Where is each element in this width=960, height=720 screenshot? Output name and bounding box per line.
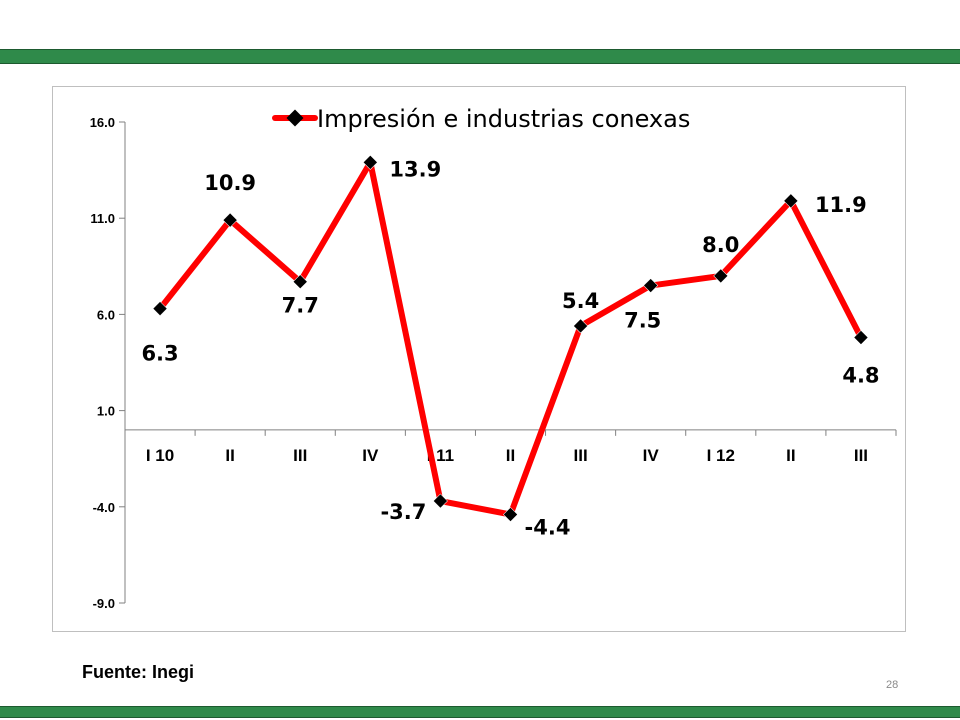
- data-point-marker: [503, 507, 518, 522]
- data-label: 4.8: [842, 363, 879, 387]
- y-tick-label: -9.0: [93, 596, 115, 611]
- data-point-marker: [362, 154, 378, 170]
- data-point-marker: [853, 330, 869, 345]
- x-tick-label: IV: [362, 446, 379, 465]
- chart-axes: 16.011.06.01.0-4.0-9.0I 10 II III IV I 11 II I…: [90, 115, 897, 611]
- legend-label: Impresión e industrias conexas: [317, 105, 690, 133]
- data-point-marker: [713, 268, 729, 284]
- data-point-marker: [783, 193, 799, 209]
- data-label: -4.4: [525, 515, 571, 539]
- chart-data-labels: 6.3 10.9 7.7 13.9 -3.7 -4.4 5.4 7.5 8.0 11.9 4.8: [141, 157, 879, 539]
- x-tick-label: III: [854, 446, 868, 465]
- x-tick-label: II: [786, 446, 795, 465]
- data-label: 5.4: [562, 289, 599, 313]
- source-note: Fuente: Inegi: [82, 662, 194, 682]
- x-tick-label: IV: [643, 446, 660, 465]
- data-label: 11.9: [815, 193, 867, 217]
- x-tick-label: II: [225, 446, 234, 465]
- line-chart: Impresión e industrias conexas 16.0 11.0 6…: [90, 105, 897, 611]
- x-tick-label: I 10: [146, 446, 174, 465]
- y-tick-label: 1.0: [97, 404, 115, 419]
- legend-marker-swatch: [286, 109, 304, 127]
- data-point-marker: [643, 278, 659, 293]
- data-point-marker: [222, 212, 238, 228]
- data-label: -3.7: [380, 500, 426, 524]
- page-number: 28: [886, 679, 899, 691]
- data-label: 6.3: [141, 342, 178, 366]
- bottom-green-band: [0, 706, 960, 718]
- top-green-band: [0, 49, 960, 64]
- data-label: 13.9: [389, 157, 441, 181]
- y-tick-label: -4.0: [93, 500, 115, 515]
- data-point-marker: [573, 318, 589, 334]
- data-label: 7.5: [624, 309, 661, 333]
- x-tick-label: III: [574, 446, 588, 465]
- data-label: 7.7: [282, 294, 319, 318]
- chart-legend: Impresión e industrias conexas: [272, 105, 690, 133]
- top-band-stripe: [0, 64, 960, 66]
- data-point-marker: [432, 493, 448, 509]
- data-label: 10.9: [204, 171, 256, 195]
- chart-series: [152, 154, 869, 522]
- y-tick-label: 16.0: [90, 115, 115, 130]
- chart-area: Impresión e industrias conexas 16.0 11.0 6…: [52, 86, 906, 632]
- y-tick-label: 11.0: [90, 211, 115, 226]
- x-tick-label: III: [293, 446, 307, 465]
- data-label: 8.0: [702, 233, 739, 257]
- x-tick-label: II: [506, 446, 515, 465]
- x-tick-label: I 12: [707, 446, 735, 465]
- data-point-marker: [292, 274, 308, 290]
- data-point-marker: [152, 301, 168, 317]
- y-tick-label: 6.0: [97, 307, 115, 322]
